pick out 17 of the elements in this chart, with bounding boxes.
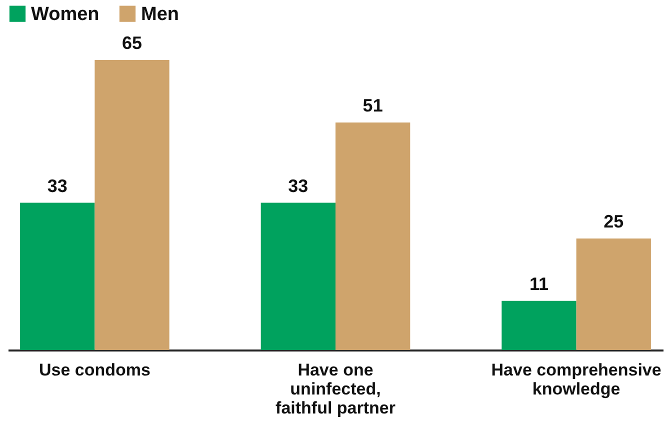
- x-tick-label: Have comprehensive knowledge: [491, 360, 662, 398]
- data-label: 51: [362, 95, 383, 116]
- data-label: 25: [604, 211, 624, 232]
- bar: [94, 60, 170, 350]
- x-tick-label: Have one uninfected, faithful partner: [276, 360, 396, 418]
- bar: [576, 238, 651, 350]
- data-label: 11: [529, 274, 548, 294]
- data-label: 33: [47, 176, 68, 196]
- legend-label: Women: [31, 4, 100, 25]
- bar: [502, 300, 576, 350]
- data-label: 33: [288, 176, 308, 196]
- data-label: 65: [122, 33, 142, 53]
- bar: [20, 202, 95, 350]
- x-tick-label: Use condoms: [38, 360, 150, 380]
- bar: [260, 202, 336, 350]
- legend-label: Men: [141, 4, 179, 25]
- bar: [336, 122, 410, 350]
